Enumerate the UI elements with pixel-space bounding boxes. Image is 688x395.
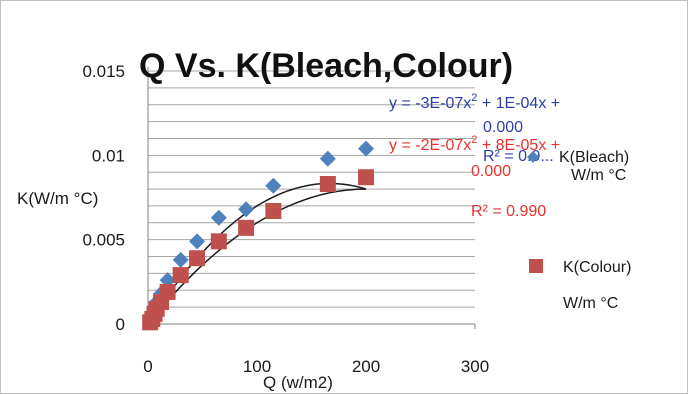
data-point-bleach: [358, 140, 374, 157]
y-axis-label: K(W/m °C): [17, 189, 98, 208]
legend-bleach-marker: [527, 151, 539, 163]
bleach-r-squared: R² = 0.9...: [483, 148, 554, 165]
data-point-colour: [358, 169, 374, 186]
data-point-colour: [319, 176, 336, 193]
gridlines: [148, 70, 475, 308]
axes: [147, 67, 476, 329]
colour-equation-line1: y = -2E-07x2 + 8E-05x +: [389, 134, 560, 154]
legend-colour-label: K(Colour): [563, 259, 631, 276]
x-tick-label: 0: [143, 357, 152, 376]
y-tick-label: 0: [116, 315, 125, 334]
data-point-colour: [189, 250, 206, 267]
data-point-bleach: [265, 177, 282, 194]
legend-bleach-unit: W/m °C: [571, 167, 626, 184]
data-point-bleach: [172, 251, 189, 268]
legend-bleach-label: K(Bleach): [559, 149, 629, 166]
data-point-colour: [238, 219, 255, 236]
tick-labels: 0 0.005 0.01 0.015 0 100 200 300: [82, 62, 489, 376]
trendline-bleach: [149, 182, 367, 322]
data-point-bleach: [238, 201, 255, 218]
bleach-equation: y = -3E-07x2 + 1E-04x + 0.000 R² = 0.9..…: [389, 92, 560, 165]
colour-r-squared: R² = 0.990: [471, 203, 546, 220]
x-tick-label: 300: [461, 357, 489, 376]
legend-colour-marker: [529, 259, 543, 273]
colour-equation-line2: 0.000: [471, 163, 511, 180]
x-tick-label: 200: [352, 357, 380, 376]
bleach-equation-line1: y = -3E-07x2 + 1E-04x +: [389, 92, 560, 112]
data-point-colour: [210, 233, 227, 250]
trendlines: [149, 182, 367, 322]
colour-equation: y = -2E-07x2 + 8E-05x + 0.000 R² = 0.990: [389, 134, 560, 220]
y-tick-label: 0.01: [92, 146, 125, 165]
x-axis-label: Q (w/m2): [263, 373, 333, 392]
y-tick-label: 0.015: [82, 62, 125, 81]
bleach-equation-line2: 0.000: [483, 119, 523, 136]
chart-title: Q Vs. K(Bleach,Colour): [139, 47, 513, 85]
data-point-bleach: [189, 233, 206, 250]
data-points: [142, 140, 374, 331]
data-point-colour: [265, 202, 282, 219]
data-point-colour: [159, 283, 176, 300]
data-point-bleach: [210, 209, 227, 226]
y-tick-label: 0.005: [82, 231, 125, 250]
legend: K(Bleach) W/m °C K(Colour) W/m °C: [527, 149, 631, 312]
legend-colour-unit: W/m °C: [563, 295, 618, 312]
data-point-colour: [172, 267, 189, 284]
data-point-bleach: [319, 150, 336, 167]
x-tick-label: 100: [243, 357, 271, 376]
